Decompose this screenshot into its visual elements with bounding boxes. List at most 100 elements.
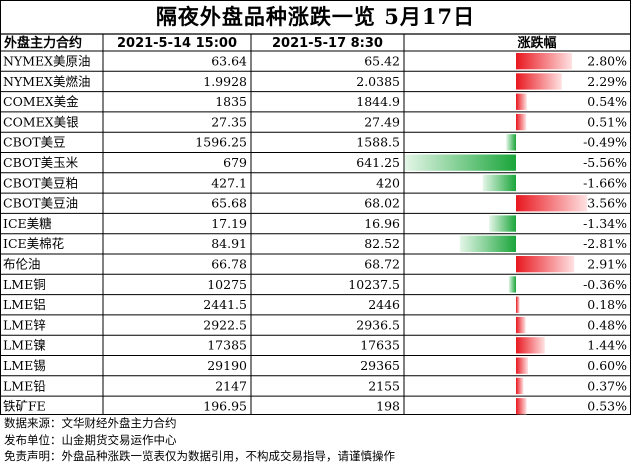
cell-contract-name: COMEX美银 <box>3 114 79 129</box>
cell-change-pct: 0.53% <box>587 399 627 414</box>
bar-negative <box>489 215 516 232</box>
cell-curr-price: 1844.9 <box>356 94 400 109</box>
bar-negative <box>508 276 516 293</box>
cell-curr-price: 10237.5 <box>348 277 400 292</box>
publisher-note: 发布单位：山金期货交易运作中心 <box>4 432 177 447</box>
cell-contract-name: ICE美糖 <box>3 216 52 231</box>
cell-contract-name: COMEX美金 <box>3 94 79 109</box>
cell-contract-name: LME锡 <box>3 358 46 373</box>
cell-prev-price: 63.64 <box>211 54 247 69</box>
cell-prev-price: 2147 <box>215 378 247 393</box>
bar-positive <box>516 53 572 70</box>
bar-negative <box>459 235 516 252</box>
cell-prev-price: 427.1 <box>211 175 247 190</box>
bar-positive <box>516 93 527 110</box>
cell-contract-name: LME锌 <box>3 317 46 332</box>
bar-positive <box>516 73 562 90</box>
cell-change-pct: 0.54% <box>587 94 627 109</box>
bar-negative <box>404 154 516 171</box>
footnotes: 数据来源：文华财经外盘主力合约 发布单位：山金期货交易运作中心 免责声明：外盘品… <box>4 415 624 465</box>
cell-prev-price: 2441.5 <box>203 297 247 312</box>
cell-change-pct: -0.36% <box>583 277 627 292</box>
bar-positive <box>516 296 520 313</box>
cell-contract-name: NYMEX美原油 <box>3 54 91 69</box>
cell-prev-price: 17.19 <box>211 216 247 231</box>
cell-prev-price: 10275 <box>207 277 247 292</box>
cell-prev-price: 2922.5 <box>203 317 247 332</box>
bar-negative <box>482 174 516 192</box>
header-change: 涨跌幅 <box>516 35 556 51</box>
cell-contract-name: CBOT美豆粕 <box>3 175 78 190</box>
cell-contract-name: 布伦油 <box>3 257 41 272</box>
bar-positive <box>516 113 527 131</box>
cell-curr-price: 2446 <box>368 297 400 312</box>
cell-change-pct: 2.91% <box>587 257 627 272</box>
cell-contract-name: LME镍 <box>3 338 46 353</box>
cell-change-pct: 0.51% <box>587 114 627 129</box>
cell-curr-price: 29365 <box>360 358 400 373</box>
cell-curr-price: 27.49 <box>364 114 400 129</box>
cell-prev-price: 1.9928 <box>203 74 247 89</box>
bar-positive <box>516 377 524 395</box>
cell-prev-price: 65.68 <box>211 196 247 211</box>
cell-curr-price: 420 <box>376 175 400 190</box>
cell-curr-price: 1588.5 <box>356 135 400 150</box>
cell-change-pct: -1.66% <box>583 175 627 190</box>
cell-prev-price: 196.95 <box>203 399 247 414</box>
cell-change-pct: 0.18% <box>587 297 627 312</box>
cell-prev-price: 84.91 <box>211 236 247 251</box>
cell-curr-price: 68.72 <box>364 257 400 272</box>
cell-contract-name: NYMEX美燃油 <box>3 74 91 89</box>
cell-change-pct: -0.49% <box>583 135 627 150</box>
cell-prev-price: 27.35 <box>211 114 247 129</box>
cell-change-pct: 1.44% <box>587 338 627 353</box>
bar-positive <box>516 337 545 354</box>
cell-curr-price: 82.52 <box>364 236 400 251</box>
cell-curr-price: 641.25 <box>356 155 400 170</box>
cell-curr-price: 68.02 <box>364 196 400 211</box>
cell-change-pct: 0.37% <box>587 378 627 393</box>
cell-change-pct: -2.81% <box>583 236 627 251</box>
cell-change-pct: 0.60% <box>587 358 627 373</box>
cell-curr-price: 198 <box>376 399 400 414</box>
cell-curr-price: 2155 <box>368 378 400 393</box>
bar-positive <box>516 398 527 415</box>
bar-positive <box>516 195 588 212</box>
price-change-table: 外盘主力合约 2021-5-14 15:00 2021-5-17 8:30 涨跌幅 NY… <box>0 0 631 415</box>
cell-prev-price: 679 <box>223 155 247 170</box>
cell-change-pct: 3.56% <box>587 196 627 211</box>
bar-negative <box>506 134 516 151</box>
cell-curr-price: 17635 <box>360 338 400 353</box>
cell-change-pct: 2.80% <box>587 54 627 69</box>
bar-positive <box>516 256 575 273</box>
cell-change-pct: -5.56% <box>583 155 627 170</box>
cell-contract-name: ICE美棉花 <box>3 236 64 251</box>
cell-change-pct: 2.29% <box>587 74 627 89</box>
cell-curr-price: 2.0385 <box>356 74 400 89</box>
data-source-note: 数据来源：文华财经外盘主力合约 <box>4 416 177 430</box>
cell-prev-price: 29190 <box>207 358 247 373</box>
cell-contract-name: LME铝 <box>3 297 46 312</box>
header-prev-time: 2021-5-14 15:00 <box>117 36 237 51</box>
cell-prev-price: 66.78 <box>211 257 247 272</box>
cell-contract-name: LME铜 <box>3 277 46 292</box>
cell-change-pct: 0.48% <box>587 317 627 332</box>
cell-contract-name: 铁矿FE <box>3 399 46 414</box>
header-contract: 外盘主力合约 <box>3 35 82 51</box>
cell-curr-price: 2936.5 <box>356 317 400 332</box>
header-curr-time: 2021-5-17 8:30 <box>272 36 383 51</box>
cell-contract-name: LME铅 <box>3 378 46 393</box>
cell-change-pct: -1.34% <box>583 216 627 231</box>
cell-contract-name: CBOT美豆油 <box>3 196 78 211</box>
cell-prev-price: 1835 <box>215 94 247 109</box>
bar-positive <box>516 357 528 374</box>
page-title: 隔夜外盘品种涨跌一览 5月17日 <box>155 4 476 29</box>
cell-prev-price: 17385 <box>207 338 247 353</box>
bar-positive <box>516 316 526 334</box>
cell-curr-price: 65.42 <box>364 54 400 69</box>
cell-contract-name: CBOT美豆 <box>3 135 66 150</box>
cell-contract-name: CBOT美玉米 <box>3 155 79 170</box>
cell-prev-price: 1596.25 <box>195 135 247 150</box>
disclaimer-note: 免责声明：外盘品种涨跌一览表仅为数据引用，不构成交易指导，请谨慎操作 <box>4 449 395 463</box>
cell-curr-price: 16.96 <box>364 216 400 231</box>
